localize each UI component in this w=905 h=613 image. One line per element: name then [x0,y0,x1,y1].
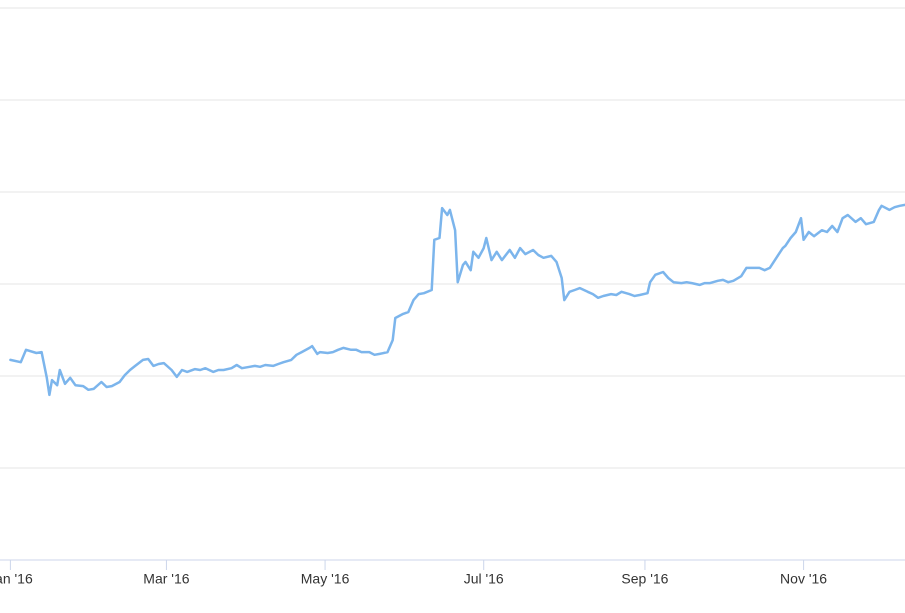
x-tick-label: Jan '16 [0,571,33,587]
price-line [9,203,905,397]
x-tick-label: Jul '16 [464,571,504,587]
x-tick-label: May '16 [301,571,350,587]
x-tick-label: Sep '16 [621,571,668,587]
x-tick-label: Nov '16 [780,571,827,587]
x-tick-label: Mar '16 [143,571,189,587]
